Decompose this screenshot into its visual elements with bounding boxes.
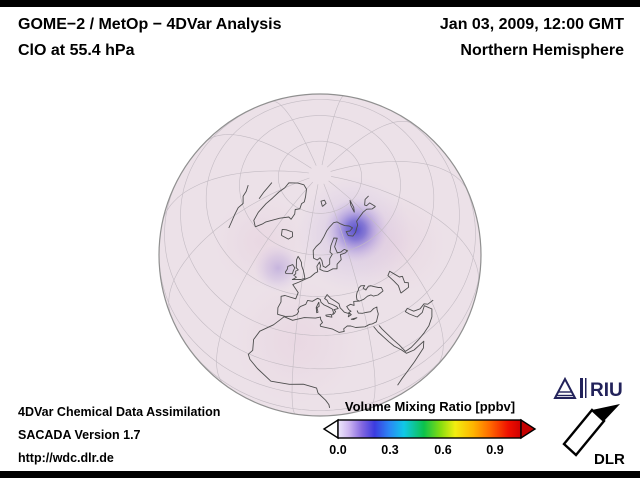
credit-line-url: http://wdc.dlr.de	[18, 451, 114, 465]
colorbar-tick-0: 0.0	[329, 443, 347, 457]
plot-datetime: Jan 03, 2009, 12:00 GMT	[439, 16, 624, 33]
colorbar-tick-2: 0.6	[434, 443, 452, 457]
plot-subtitle: ClO at 55.4 hPa	[18, 42, 135, 59]
footer-credits: 4DVar Chemical Data Assimilation SACADA …	[18, 401, 220, 470]
bottom-border-bar	[0, 471, 640, 478]
header-right: Jan 03, 2009, 12:00 GMT Northern Hemisph…	[440, 12, 624, 64]
dlr-logo-graphic: DLR	[562, 404, 625, 468]
riu-divider-bar	[585, 378, 587, 398]
colorbar-tick-3: 0.9	[486, 443, 504, 457]
colorbar-label: Volume Mixing Ratio [ppbv]	[344, 399, 516, 414]
riu-logo-graphic: RIU	[553, 376, 623, 401]
dlr-logo: DLR	[560, 402, 634, 471]
dlr-logo-text: DLR	[594, 451, 625, 466]
colorbar-tick-1: 0.3	[381, 443, 399, 457]
colorbar-left-arrow	[322, 418, 339, 440]
globe-projection	[158, 93, 482, 417]
plot-title: GOME−2 / MetOp − 4DVar Analysis	[18, 16, 282, 33]
top-border-bar	[0, 0, 640, 7]
colorbar-block: Volume Mixing Ratio [ppbv] 0.0 0.3 0.6 0…	[318, 399, 542, 463]
dlr-wing-outline-icon	[562, 408, 606, 457]
globe-map	[157, 92, 483, 418]
colorbar-gradient-bar	[337, 419, 522, 439]
credit-line-assimilation: 4DVar Chemical Data Assimilation	[18, 405, 221, 419]
colorbar-right-arrow	[520, 418, 537, 440]
colorbar	[322, 418, 537, 440]
credit-line-version: SACADA Version 1.7	[18, 428, 141, 442]
header-left: GOME−2 / MetOp − 4DVar Analysis ClO at 5…	[18, 12, 282, 64]
plot-region: Northern Hemisphere	[460, 42, 624, 59]
riu-triangle-icon	[553, 376, 577, 399]
riu-divider-bar	[580, 378, 583, 398]
dlr-wing-solid-icon	[592, 404, 620, 421]
riu-logo: RIU	[552, 375, 632, 406]
riu-logo-text: RIU	[590, 380, 623, 401]
